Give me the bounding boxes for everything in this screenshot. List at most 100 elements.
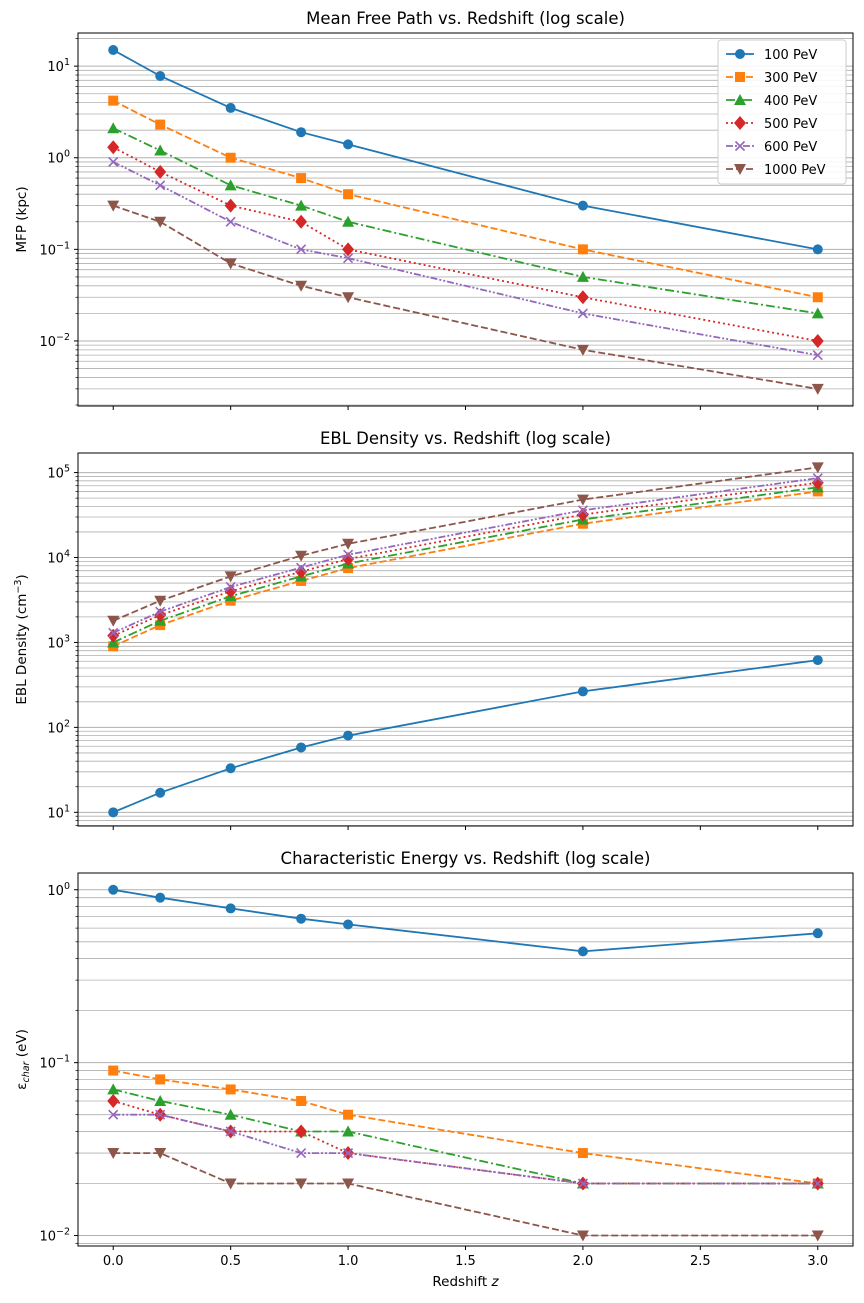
- data-point: [154, 595, 167, 607]
- data-point: [577, 946, 588, 957]
- data-point: [343, 253, 354, 264]
- series-100-pev: [108, 884, 823, 957]
- data-point: [225, 1126, 236, 1137]
- data-point: [577, 244, 588, 255]
- data-point: [155, 1109, 166, 1120]
- data-point: [108, 884, 119, 895]
- series-400-pev: [107, 122, 824, 319]
- data-point: [296, 1147, 307, 1159]
- data-point: [811, 307, 824, 319]
- data-point: [576, 494, 589, 506]
- data-point: [812, 292, 823, 303]
- y-axis-label: MFP (kpc): [14, 186, 30, 252]
- panel-2: 101 102 103 104 105 EBL Density vs. Redshift …: [13, 429, 854, 830]
- legend-item: 600 PeV: [726, 140, 817, 155]
- data-point: [296, 742, 307, 753]
- legend-label: 1000 PeV: [764, 163, 826, 178]
- y-tick-label: 10−1: [39, 240, 70, 258]
- series-1000-pev: [107, 462, 824, 627]
- legend-label: 500 PeV: [764, 117, 817, 132]
- legend-item: 300 PeV: [726, 71, 817, 86]
- x-tick-label: 0.5: [220, 1254, 241, 1269]
- x-tick-label: 1.5: [455, 1254, 476, 1269]
- data-point: [343, 730, 354, 741]
- data-point: [155, 892, 166, 903]
- y-tick-label: 102: [47, 718, 70, 736]
- legend-item: 100 PeV: [726, 48, 817, 63]
- panel-title: Characteristic Energy vs. Redshift (log …: [281, 849, 651, 868]
- panel-title: Mean Free Path vs. Redshift (log scale): [306, 9, 625, 28]
- x-tick-label: 3.0: [807, 1254, 828, 1269]
- series-500-pev: [107, 140, 824, 348]
- data-point: [295, 1178, 308, 1190]
- data-point: [343, 549, 354, 560]
- data-point: [154, 216, 167, 228]
- data-point: [225, 1084, 236, 1095]
- data-point: [107, 122, 120, 134]
- data-point: [107, 200, 120, 212]
- data-point: [342, 215, 355, 227]
- data-point: [154, 164, 167, 179]
- data-point: [108, 1065, 119, 1076]
- x-axis-label: Redshift z: [432, 1274, 499, 1290]
- data-point: [343, 1147, 354, 1159]
- y-axis-label: εchar (eV): [14, 1029, 32, 1090]
- data-point: [154, 144, 167, 156]
- data-point: [342, 242, 355, 257]
- data-point: [224, 1178, 237, 1190]
- data-point: [224, 179, 237, 191]
- data-point: [224, 1108, 237, 1120]
- data-point: [107, 1148, 120, 1160]
- panel-1: 10−2 10−1 100 101 Mean Free Path vs. Redshif…: [14, 9, 854, 410]
- data-point: [225, 152, 236, 163]
- data-point: [107, 1083, 120, 1095]
- series-100-pev: [108, 655, 823, 818]
- data-point: [155, 606, 166, 617]
- legend-item: 500 PeV: [726, 116, 817, 132]
- panel-3: 10−2 10−1 100 0.0 0.5 1.0 1.5 2.0 2.5 3.0 Characte…: [14, 849, 854, 1269]
- y-tick-label: 100: [47, 149, 70, 167]
- data-point: [577, 686, 588, 697]
- panel-title: EBL Density vs. Redshift (log scale): [320, 429, 611, 448]
- data-point: [295, 550, 308, 562]
- data-point: [576, 270, 589, 282]
- data-point: [107, 1094, 120, 1109]
- data-point: [576, 507, 589, 522]
- data-point: [154, 1095, 167, 1107]
- y-tick-label: 10−2: [39, 1227, 70, 1245]
- data-point: [225, 903, 236, 914]
- data-point: [225, 102, 236, 113]
- x-tick-label: 2.5: [690, 1254, 711, 1269]
- data-point: [155, 787, 166, 798]
- data-point: [343, 1109, 354, 1120]
- data-point: [576, 290, 589, 305]
- data-point: [812, 655, 823, 666]
- data-point: [577, 1148, 588, 1159]
- y-tick-label: 105: [47, 464, 70, 482]
- data-point: [811, 383, 824, 395]
- data-point: [108, 45, 119, 56]
- data-point: [155, 1074, 166, 1085]
- data-point: [576, 1230, 589, 1242]
- y-gridlines: [78, 472, 853, 826]
- data-point: [576, 344, 589, 356]
- data-point: [296, 173, 307, 184]
- legend-marker: [735, 72, 745, 82]
- data-point: [811, 333, 824, 348]
- series-1000-pev: [107, 1148, 824, 1242]
- data-point: [577, 505, 588, 516]
- data-point: [577, 200, 588, 211]
- data-point: [812, 244, 823, 255]
- data-point: [224, 571, 237, 583]
- y-gridlines: [78, 889, 853, 1244]
- y-tick-label: 10−2: [39, 332, 70, 350]
- series-300-pev: [108, 95, 823, 303]
- data-point: [225, 581, 236, 593]
- data-point: [296, 562, 307, 573]
- data-point: [577, 1178, 588, 1189]
- data-point: [811, 1230, 824, 1242]
- series-100-pev: [108, 45, 823, 255]
- data-point: [224, 198, 237, 213]
